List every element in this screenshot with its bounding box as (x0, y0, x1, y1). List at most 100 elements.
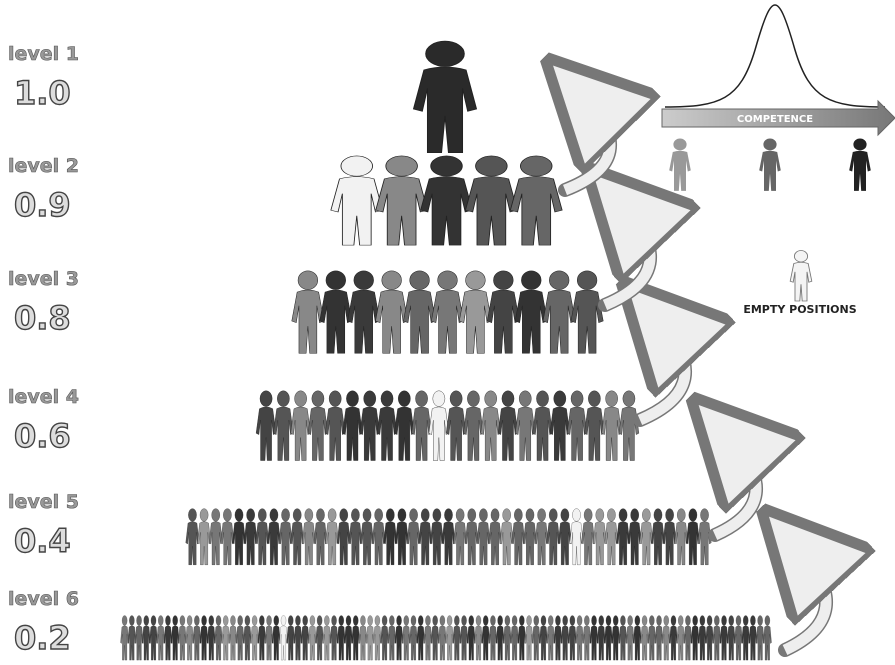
person (232, 509, 245, 565)
person (590, 615, 598, 660)
person (157, 615, 165, 660)
person (178, 615, 186, 660)
person (343, 391, 363, 461)
person (221, 509, 234, 565)
person (200, 615, 208, 660)
person (554, 615, 562, 660)
level-score: 0.8 (14, 299, 71, 337)
person (431, 615, 439, 660)
person (376, 156, 428, 245)
person (633, 615, 641, 660)
person (705, 615, 713, 660)
person (677, 615, 685, 660)
person (713, 615, 721, 660)
person (512, 509, 525, 565)
mid-competence-person (759, 139, 781, 191)
promotion-arrows (565, 96, 826, 650)
person (193, 615, 201, 660)
person (402, 615, 410, 660)
person (431, 271, 463, 353)
person (438, 615, 446, 660)
person (488, 509, 501, 565)
person (515, 271, 547, 353)
person (619, 615, 627, 660)
level-name: level 1 (8, 43, 79, 65)
person (691, 615, 699, 660)
level-score: 0.4 (14, 522, 71, 560)
person (186, 509, 199, 565)
diagram: level 11.0level 20.9level 30.8level 40.6… (0, 0, 895, 665)
level-score: 1.0 (14, 74, 71, 112)
person (535, 509, 548, 565)
person (467, 615, 475, 660)
person (315, 615, 323, 660)
person (419, 509, 432, 565)
person (294, 615, 302, 660)
person (604, 615, 612, 660)
person (207, 615, 215, 660)
person (581, 509, 594, 565)
person (243, 615, 251, 660)
bell-curve (665, 5, 885, 107)
person (250, 615, 258, 660)
person (727, 615, 735, 660)
person (558, 509, 571, 565)
person (185, 615, 193, 660)
level-score: 0.2 (14, 619, 71, 657)
person (584, 391, 604, 461)
person (663, 509, 676, 565)
person (593, 509, 606, 565)
person (229, 615, 237, 660)
person (460, 615, 468, 660)
person (669, 615, 677, 660)
person (503, 615, 511, 660)
person (272, 615, 280, 660)
person (655, 615, 663, 660)
person (465, 156, 517, 245)
person (616, 509, 629, 565)
person (482, 615, 490, 660)
person (287, 615, 295, 660)
high-competence-person (849, 139, 871, 191)
person (337, 509, 350, 565)
person (651, 509, 664, 565)
person (149, 615, 157, 660)
person (244, 509, 257, 565)
person (366, 615, 374, 660)
person (465, 509, 478, 565)
competence-legend: COMPETENCE EMPTY POSITIONS (662, 5, 895, 316)
person (605, 509, 618, 565)
person (267, 509, 280, 565)
person (325, 391, 345, 461)
person (359, 615, 367, 660)
person (376, 271, 408, 353)
empty-position-person (790, 251, 812, 301)
person (571, 271, 603, 353)
person (510, 615, 518, 660)
person (360, 391, 380, 461)
person (648, 615, 656, 660)
person (344, 615, 352, 660)
person (510, 156, 562, 245)
person (135, 615, 143, 660)
person (429, 391, 449, 461)
person (384, 509, 397, 565)
person (279, 509, 292, 565)
person (128, 615, 136, 660)
person (453, 509, 466, 565)
level-name: level 6 (8, 588, 79, 610)
empty-label: EMPTY POSITIONS (743, 303, 856, 316)
person (459, 271, 491, 353)
person (256, 391, 276, 461)
person (373, 615, 381, 660)
person (330, 615, 338, 660)
person (446, 391, 466, 461)
person (279, 615, 287, 660)
person (487, 271, 519, 353)
person (525, 615, 533, 660)
person (445, 615, 453, 660)
low-competence-person (669, 139, 691, 191)
person (395, 615, 403, 660)
person (583, 615, 591, 660)
axis-label: COMPETENCE (737, 114, 813, 125)
